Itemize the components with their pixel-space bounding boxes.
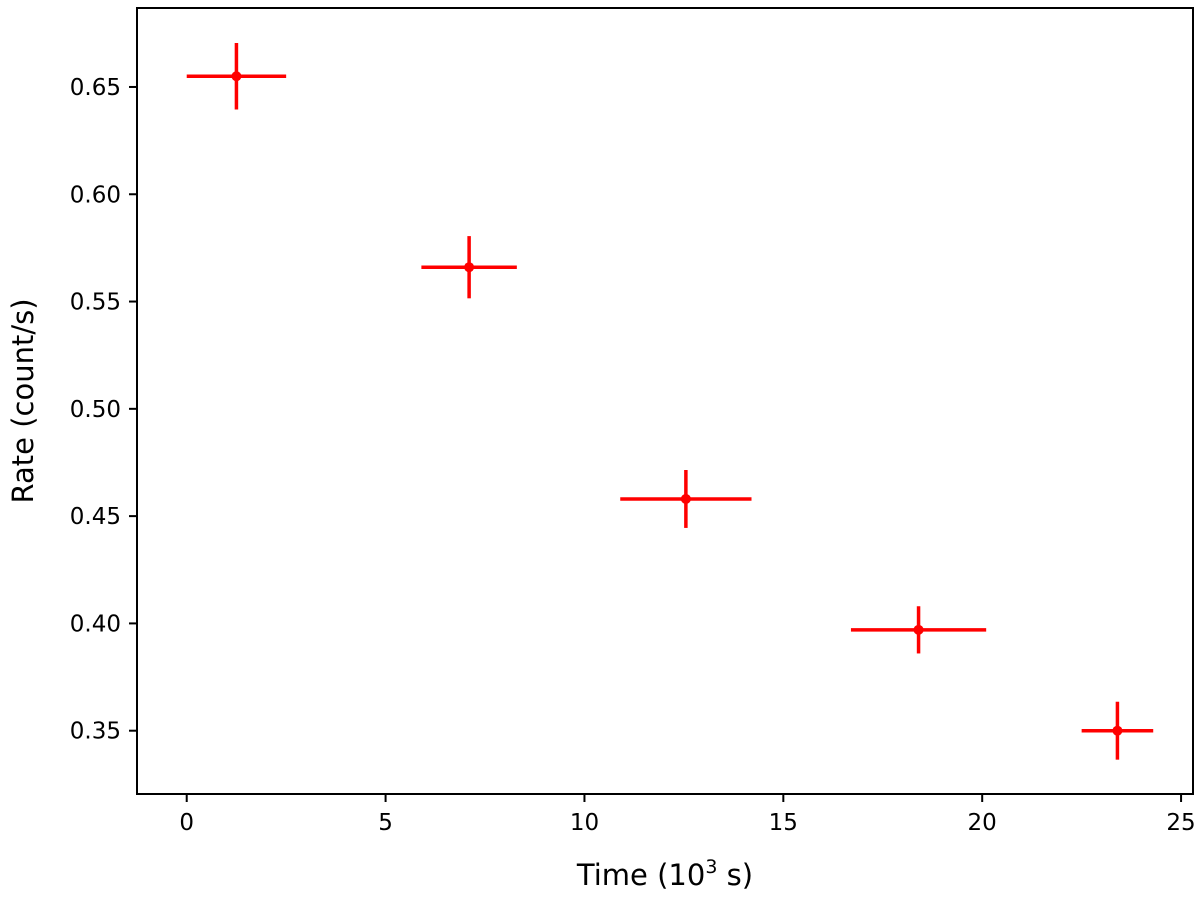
- data-point: [850, 606, 987, 654]
- y-tick-label: 0.45: [70, 504, 121, 530]
- y-tick-label: 0.60: [70, 182, 121, 208]
- x-axis-label: Time (103 s): [576, 856, 753, 892]
- x-tick-label: 20: [968, 810, 997, 836]
- x-tick-label: 0: [179, 810, 194, 836]
- data-point: [620, 469, 752, 528]
- data-point: [1081, 701, 1154, 760]
- x-tick-label: 5: [378, 810, 393, 836]
- x-axis-label-sup: 3: [705, 856, 717, 878]
- y-axis: 0.35 0.40 0.45 0.50 0.55 0.60 0.65: [70, 75, 137, 745]
- y-tick-label: 0.55: [70, 290, 121, 316]
- data-marker: [680, 493, 691, 504]
- y-tick-label: 0.35: [70, 719, 121, 745]
- data-marker: [913, 624, 924, 635]
- data-marker: [231, 71, 242, 82]
- data-point: [186, 42, 287, 110]
- data-point: [421, 236, 517, 299]
- x-tick-label: 25: [1166, 810, 1195, 836]
- data-marker: [1112, 725, 1123, 736]
- y-tick-label: 0.50: [70, 397, 121, 423]
- x-axis-label-post: s): [717, 858, 753, 892]
- data-marker: [464, 262, 475, 273]
- x-tick-label: 10: [570, 810, 599, 836]
- x-tick-label: 15: [769, 810, 798, 836]
- plot-frame: [136, 7, 1194, 795]
- data-series: [186, 42, 1154, 760]
- x-axis: 0 5 10 15 20 25: [179, 794, 1196, 836]
- y-axis-label: Rate (count/s): [6, 298, 40, 503]
- y-tick-label: 0.65: [70, 75, 121, 101]
- y-tick-label: 0.40: [70, 611, 121, 637]
- x-axis-label-pre: Time (10: [576, 858, 705, 892]
